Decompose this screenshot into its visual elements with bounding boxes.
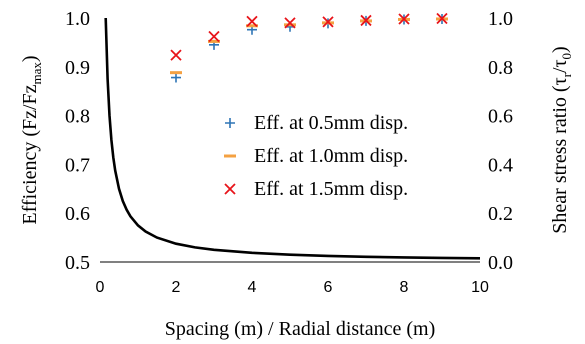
data-point (246, 15, 258, 28)
data-point (322, 16, 334, 28)
left-y-tick-label: 0.5 (65, 252, 90, 274)
right-y-axis-label-sub2: 0 (559, 53, 574, 60)
right-y-tick-label: 1.0 (488, 8, 513, 30)
right-y-tick-label: 0.6 (488, 106, 513, 128)
left-y-tick-label: 0.9 (65, 57, 90, 79)
data-point (208, 30, 220, 43)
right-y-tick-label: 0.4 (488, 154, 513, 176)
x-tick-label: 2 (172, 279, 181, 296)
series-1 (170, 17, 448, 75)
legend-marker (224, 183, 236, 195)
right-y-tick-label: 0.2 (488, 203, 513, 225)
left-y-axis-label-sub: max (29, 62, 44, 85)
left-y-axis-label-end: ) (19, 55, 41, 62)
x-tick-label: 4 (248, 279, 257, 296)
left-y-axis-ticks: 0.5 0.6 0.7 0.8 0.9 1.0 (65, 8, 90, 274)
right-y-axis-label-sub1: r (559, 72, 574, 77)
legend-marker (225, 118, 235, 128)
shear-stress-ratio-curve (104, 17, 481, 260)
legend-label: Eff. at 1.5mm disp. (254, 178, 408, 200)
legend-item: Eff. at 1.5mm disp. (224, 178, 408, 200)
x-tick-label: 6 (324, 279, 333, 296)
svg-text:Efficiency (Fz/Fzmax): Efficiency (Fz/Fzmax) (19, 55, 44, 224)
svg-text:Shear stress ratio (τr/τ0): Shear stress ratio (τr/τ0) (549, 46, 574, 233)
data-point (170, 49, 182, 61)
right-y-tick-label: 0.0 (488, 252, 513, 274)
right-y-axis-ticks: 0.0 0.2 0.4 0.6 0.8 1.0 (488, 8, 513, 274)
legend-item: Eff. at 0.5mm disp. (225, 112, 408, 134)
x-axis-ticks: 0 2 4 6 8 10 (96, 279, 489, 296)
series-0 (171, 13, 447, 83)
data-point (171, 72, 181, 83)
left-y-tick-label: 0.7 (65, 154, 90, 176)
right-y-axis-label: Shear stress ratio (τr/τ0) (549, 46, 574, 233)
left-y-tick-label: 0.6 (65, 203, 90, 225)
series-layer (104, 12, 481, 260)
legend-item: Eff. at 1.0mm disp. (224, 145, 408, 167)
left-y-axis-label: Efficiency (Fz/Fzmax) (19, 55, 44, 224)
data-point (284, 17, 296, 29)
data-point (360, 14, 372, 27)
right-y-axis-label-end: ) (549, 46, 571, 53)
data-point (398, 13, 410, 25)
x-tick-label: 0 (96, 279, 105, 296)
legend-label: Eff. at 0.5mm disp. (254, 112, 408, 134)
legend-label: Eff. at 1.0mm disp. (254, 145, 408, 167)
series-2 (170, 12, 448, 61)
left-y-tick-label: 0.8 (65, 106, 90, 128)
x-tick-label: 10 (471, 279, 489, 296)
right-y-axis-label-main: Shear stress ratio (τ (549, 77, 571, 233)
data-point (436, 12, 448, 25)
right-y-tick-label: 0.8 (488, 57, 513, 79)
x-axis-label: Spacing (m) / Radial distance (m) (165, 318, 435, 340)
right-y-axis-label-mid: /τ (549, 59, 571, 73)
x-tick-label: 8 (400, 279, 409, 296)
left-y-tick-label: 1.0 (65, 8, 90, 30)
left-y-axis-label-main: Efficiency (Fz/Fz (19, 84, 41, 224)
legend: Eff. at 0.5mm disp. Eff. at 1.0mm disp. Ef… (224, 112, 408, 200)
